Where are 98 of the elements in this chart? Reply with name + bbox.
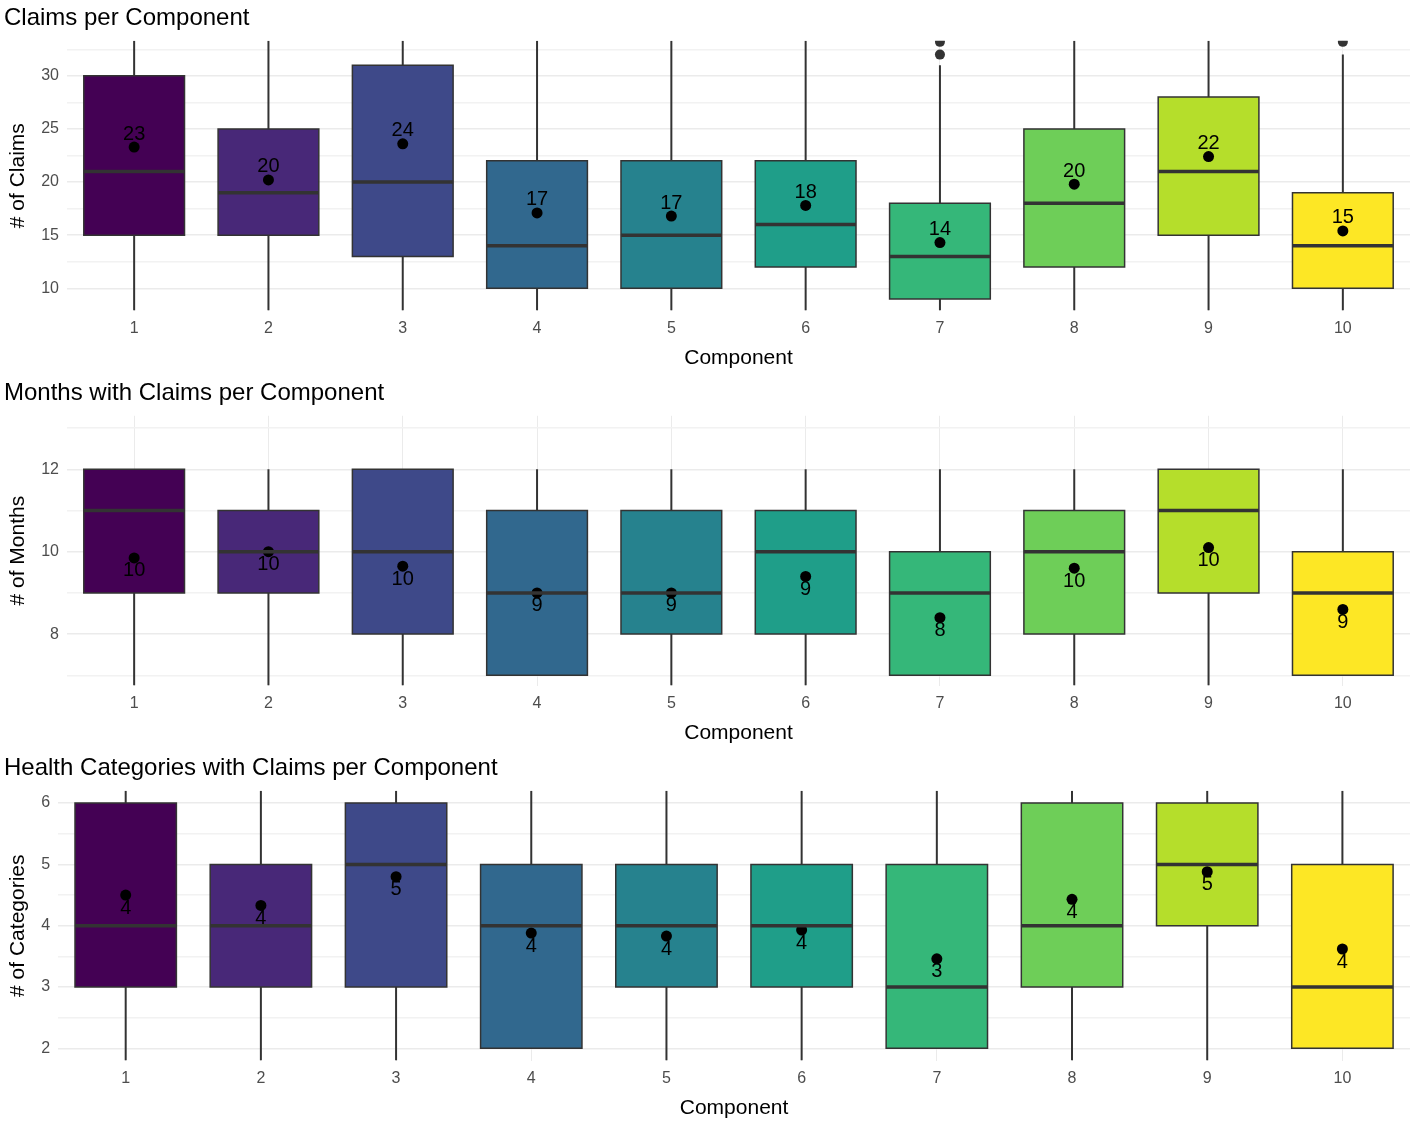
y-tick-label: 20 bbox=[41, 172, 60, 190]
x-tick-label: 2 bbox=[263, 693, 273, 711]
x-tick-label: 4 bbox=[526, 1068, 536, 1086]
point bbox=[800, 570, 812, 582]
data-label: 4 bbox=[525, 933, 537, 956]
x-tick-label: 2 bbox=[263, 318, 273, 336]
x-tick-label: 6 bbox=[797, 1068, 807, 1086]
point bbox=[128, 141, 140, 153]
y-tick-label: 2 bbox=[41, 1038, 51, 1056]
x-tick-label: 8 bbox=[1069, 693, 1079, 711]
y-tick-label: 6 bbox=[41, 793, 51, 811]
data-label: 10 bbox=[391, 566, 414, 589]
x-tick-label: 4 bbox=[532, 318, 542, 336]
x-tick-label: 3 bbox=[391, 1068, 401, 1086]
data-label: 4 bbox=[796, 930, 808, 953]
x-tick-label: 10 bbox=[1333, 318, 1352, 336]
point bbox=[800, 199, 812, 211]
y-axis-title: # of Claims bbox=[5, 123, 29, 229]
point bbox=[1337, 603, 1349, 615]
chart-title: Claims per Component bbox=[4, 3, 250, 31]
data-label: 17 bbox=[660, 190, 683, 213]
point bbox=[531, 207, 543, 219]
y-tick-label: 12 bbox=[41, 459, 60, 477]
x-tick-label: 7 bbox=[932, 1068, 942, 1086]
x-tick-label: 10 bbox=[1333, 1068, 1352, 1086]
x-tick-label: 9 bbox=[1202, 1068, 1212, 1086]
x-tick-label: 5 bbox=[666, 693, 676, 711]
x-tick-label: 10 bbox=[1333, 693, 1352, 711]
data-label: 4 bbox=[1336, 949, 1348, 972]
x-tick-label: 5 bbox=[662, 1068, 671, 1086]
data-label: 23 bbox=[123, 121, 146, 144]
data-label: 18 bbox=[794, 179, 817, 202]
x-tick-label: 6 bbox=[801, 693, 811, 711]
y-tick-label: 8 bbox=[50, 624, 60, 642]
data-label: 20 bbox=[1063, 158, 1086, 181]
point bbox=[262, 174, 274, 186]
x-tick-label: 4 bbox=[532, 693, 542, 711]
data-label: 4 bbox=[660, 936, 673, 959]
point bbox=[525, 927, 537, 939]
y-tick-label: 10 bbox=[41, 278, 60, 296]
point bbox=[934, 237, 946, 249]
point bbox=[120, 889, 132, 901]
x-tick-label: 9 bbox=[1204, 693, 1214, 711]
data-label: 10 bbox=[1063, 568, 1086, 591]
x-axis-title: Component bbox=[679, 1095, 789, 1119]
y-tick-label: 5 bbox=[41, 854, 51, 872]
x-tick-label: 6 bbox=[801, 318, 811, 336]
data-label: 8 bbox=[934, 618, 946, 641]
y-tick-label: 4 bbox=[41, 916, 51, 934]
data-label: 15 bbox=[1331, 205, 1354, 228]
x-tick-label: 1 bbox=[121, 1068, 131, 1086]
data-label: 17 bbox=[525, 187, 549, 210]
x-tick-label: 9 bbox=[1204, 318, 1214, 336]
x-tick-label: 8 bbox=[1067, 1068, 1077, 1086]
y-tick-label: 25 bbox=[41, 119, 60, 137]
data-label: 4 bbox=[120, 895, 132, 918]
y-tick-label: 15 bbox=[41, 225, 60, 243]
point bbox=[1066, 893, 1078, 905]
data-label: 10 bbox=[257, 552, 280, 575]
point bbox=[665, 210, 677, 222]
data-label: 9 bbox=[1337, 609, 1349, 632]
x-tick-label: 8 bbox=[1069, 318, 1079, 336]
y-tick-label: 30 bbox=[41, 66, 60, 84]
data-label: 5 bbox=[390, 877, 402, 900]
point bbox=[1336, 943, 1348, 955]
x-tick-label: 1 bbox=[129, 693, 139, 711]
chart-title: Months with Claims per Component bbox=[4, 378, 385, 406]
y-axis-title: # of Categories bbox=[5, 854, 29, 997]
point bbox=[397, 560, 409, 572]
point bbox=[1068, 178, 1080, 190]
data-label: 4 bbox=[1066, 899, 1078, 922]
y-tick-label: 3 bbox=[41, 977, 51, 995]
x-tick-label: 1 bbox=[129, 318, 139, 336]
x-tick-label: 7 bbox=[935, 693, 945, 711]
x-axis-title: Component bbox=[684, 345, 793, 369]
data-label: 4 bbox=[255, 905, 267, 928]
point bbox=[1203, 151, 1215, 163]
data-label: 24 bbox=[391, 118, 414, 141]
point bbox=[255, 899, 267, 911]
x-tick-label: 7 bbox=[935, 318, 945, 336]
x-axis-title: Component bbox=[684, 720, 793, 744]
data-label: 14 bbox=[928, 217, 952, 240]
x-tick-label: 3 bbox=[398, 318, 408, 336]
point bbox=[1068, 562, 1080, 574]
x-tick-label: 2 bbox=[256, 1068, 266, 1086]
point bbox=[1337, 225, 1349, 237]
x-tick-label: 5 bbox=[666, 318, 676, 336]
data-label: 20 bbox=[257, 154, 280, 177]
data-label: 22 bbox=[1197, 131, 1220, 154]
y-tick-label: 10 bbox=[41, 542, 60, 560]
point bbox=[660, 930, 672, 942]
data-label: 10 bbox=[123, 558, 146, 581]
chart-title: Health Categories with Claims per Component bbox=[4, 753, 498, 781]
data-label: 10 bbox=[1197, 548, 1220, 571]
y-axis-title: # of Months bbox=[5, 495, 29, 606]
point bbox=[397, 138, 409, 150]
data-label: 9 bbox=[800, 576, 812, 599]
x-tick-label: 3 bbox=[398, 693, 408, 711]
